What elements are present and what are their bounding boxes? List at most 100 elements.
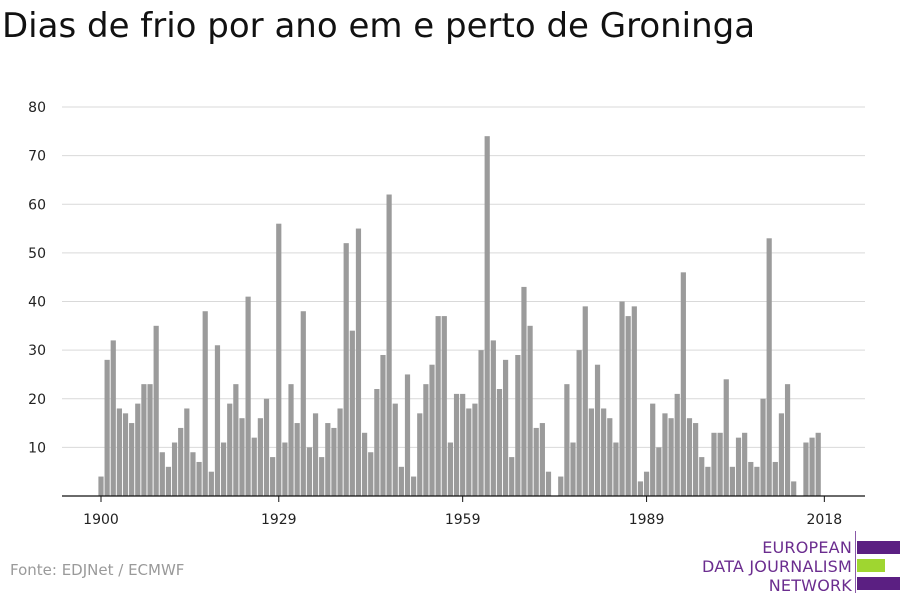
bar [306, 447, 313, 497]
bar [699, 457, 705, 496]
bar [441, 316, 447, 496]
bar [380, 354, 386, 496]
bar [650, 403, 656, 496]
bar [257, 418, 263, 496]
y-tick-label: 40 [28, 295, 46, 311]
bar [742, 432, 748, 496]
bar [460, 393, 466, 496]
bar [564, 384, 570, 496]
source-note: Fonte: EDJNet / ECMWF [10, 561, 185, 579]
bar [196, 461, 202, 496]
bar [202, 311, 208, 496]
bar [349, 330, 355, 496]
bar [637, 481, 644, 496]
bar [674, 393, 680, 496]
bar [570, 442, 576, 496]
chart-title: Dias de frio por ano em e perto de Groni… [2, 6, 756, 46]
bar [331, 427, 337, 496]
bar [190, 452, 196, 496]
bar [221, 442, 227, 496]
bar [582, 306, 588, 496]
bar [159, 452, 165, 496]
bar [803, 442, 809, 496]
bar [748, 461, 754, 496]
bar [466, 408, 472, 496]
bar [171, 442, 178, 496]
logo-bar-top [857, 541, 900, 554]
bar [141, 384, 147, 496]
y-tick-label: 70 [28, 149, 46, 165]
bar [239, 418, 245, 496]
bar [208, 471, 214, 496]
bar [545, 471, 552, 496]
bar [447, 442, 454, 496]
bar [294, 423, 300, 496]
x-tick-label: 1900 [83, 512, 119, 528]
y-tick-label: 30 [28, 343, 46, 359]
bar [325, 423, 331, 496]
bar [282, 442, 288, 496]
bar [754, 466, 760, 496]
edjnet-logo-icon [855, 531, 900, 593]
bar [686, 418, 693, 496]
logo-line-1: EUROPEAN [762, 538, 852, 557]
bar [245, 296, 251, 496]
edjnet-logo-text: EUROPEAN DATA JOURNALISM NETWORK [702, 538, 852, 595]
bar [411, 476, 417, 496]
bar [778, 413, 785, 496]
bar [766, 238, 772, 497]
bar [122, 413, 129, 496]
bar [656, 447, 662, 497]
logo-bar-bottom [857, 577, 900, 590]
bar [178, 427, 184, 496]
bar [815, 432, 821, 496]
bar [147, 384, 153, 496]
bar [374, 389, 380, 496]
bar [116, 408, 122, 496]
bar [539, 423, 545, 496]
bar [791, 481, 797, 496]
x-tick-labels: 1900 1929 1959 1989 2018 [83, 512, 842, 528]
bar [435, 316, 441, 496]
bar [165, 466, 172, 496]
y-tick-label: 20 [28, 392, 46, 408]
bar [98, 476, 104, 496]
x-tick-label: 2018 [807, 512, 843, 528]
bar [601, 408, 607, 496]
y-tick-label: 60 [28, 197, 46, 213]
logo-bar-middle [857, 559, 885, 572]
bars [98, 136, 821, 497]
bar [361, 432, 368, 496]
bar [233, 384, 239, 496]
bar [429, 364, 435, 496]
logo-line-3: NETWORK [768, 576, 852, 595]
bar [607, 418, 613, 496]
logo-divider [855, 531, 856, 593]
bar [404, 374, 411, 496]
bar [398, 466, 404, 496]
bar [527, 325, 533, 496]
bar [184, 408, 190, 496]
bar [453, 393, 460, 496]
bar [386, 194, 392, 496]
bar [643, 471, 650, 496]
bar [502, 359, 509, 496]
bar [717, 432, 723, 496]
bar [110, 340, 116, 496]
bar [558, 476, 564, 496]
bar [723, 379, 729, 496]
bar [809, 437, 815, 496]
x-axis [62, 495, 865, 502]
x-tick-label: 1989 [629, 512, 665, 528]
bar [319, 457, 325, 496]
bar [613, 442, 619, 496]
bar [300, 311, 306, 496]
bar [521, 286, 527, 496]
bar [153, 325, 159, 496]
bar [631, 306, 637, 496]
bar [288, 384, 294, 496]
bar [392, 403, 398, 496]
y-tick-label: 50 [28, 246, 46, 262]
bar [276, 223, 282, 496]
bar [478, 350, 484, 497]
